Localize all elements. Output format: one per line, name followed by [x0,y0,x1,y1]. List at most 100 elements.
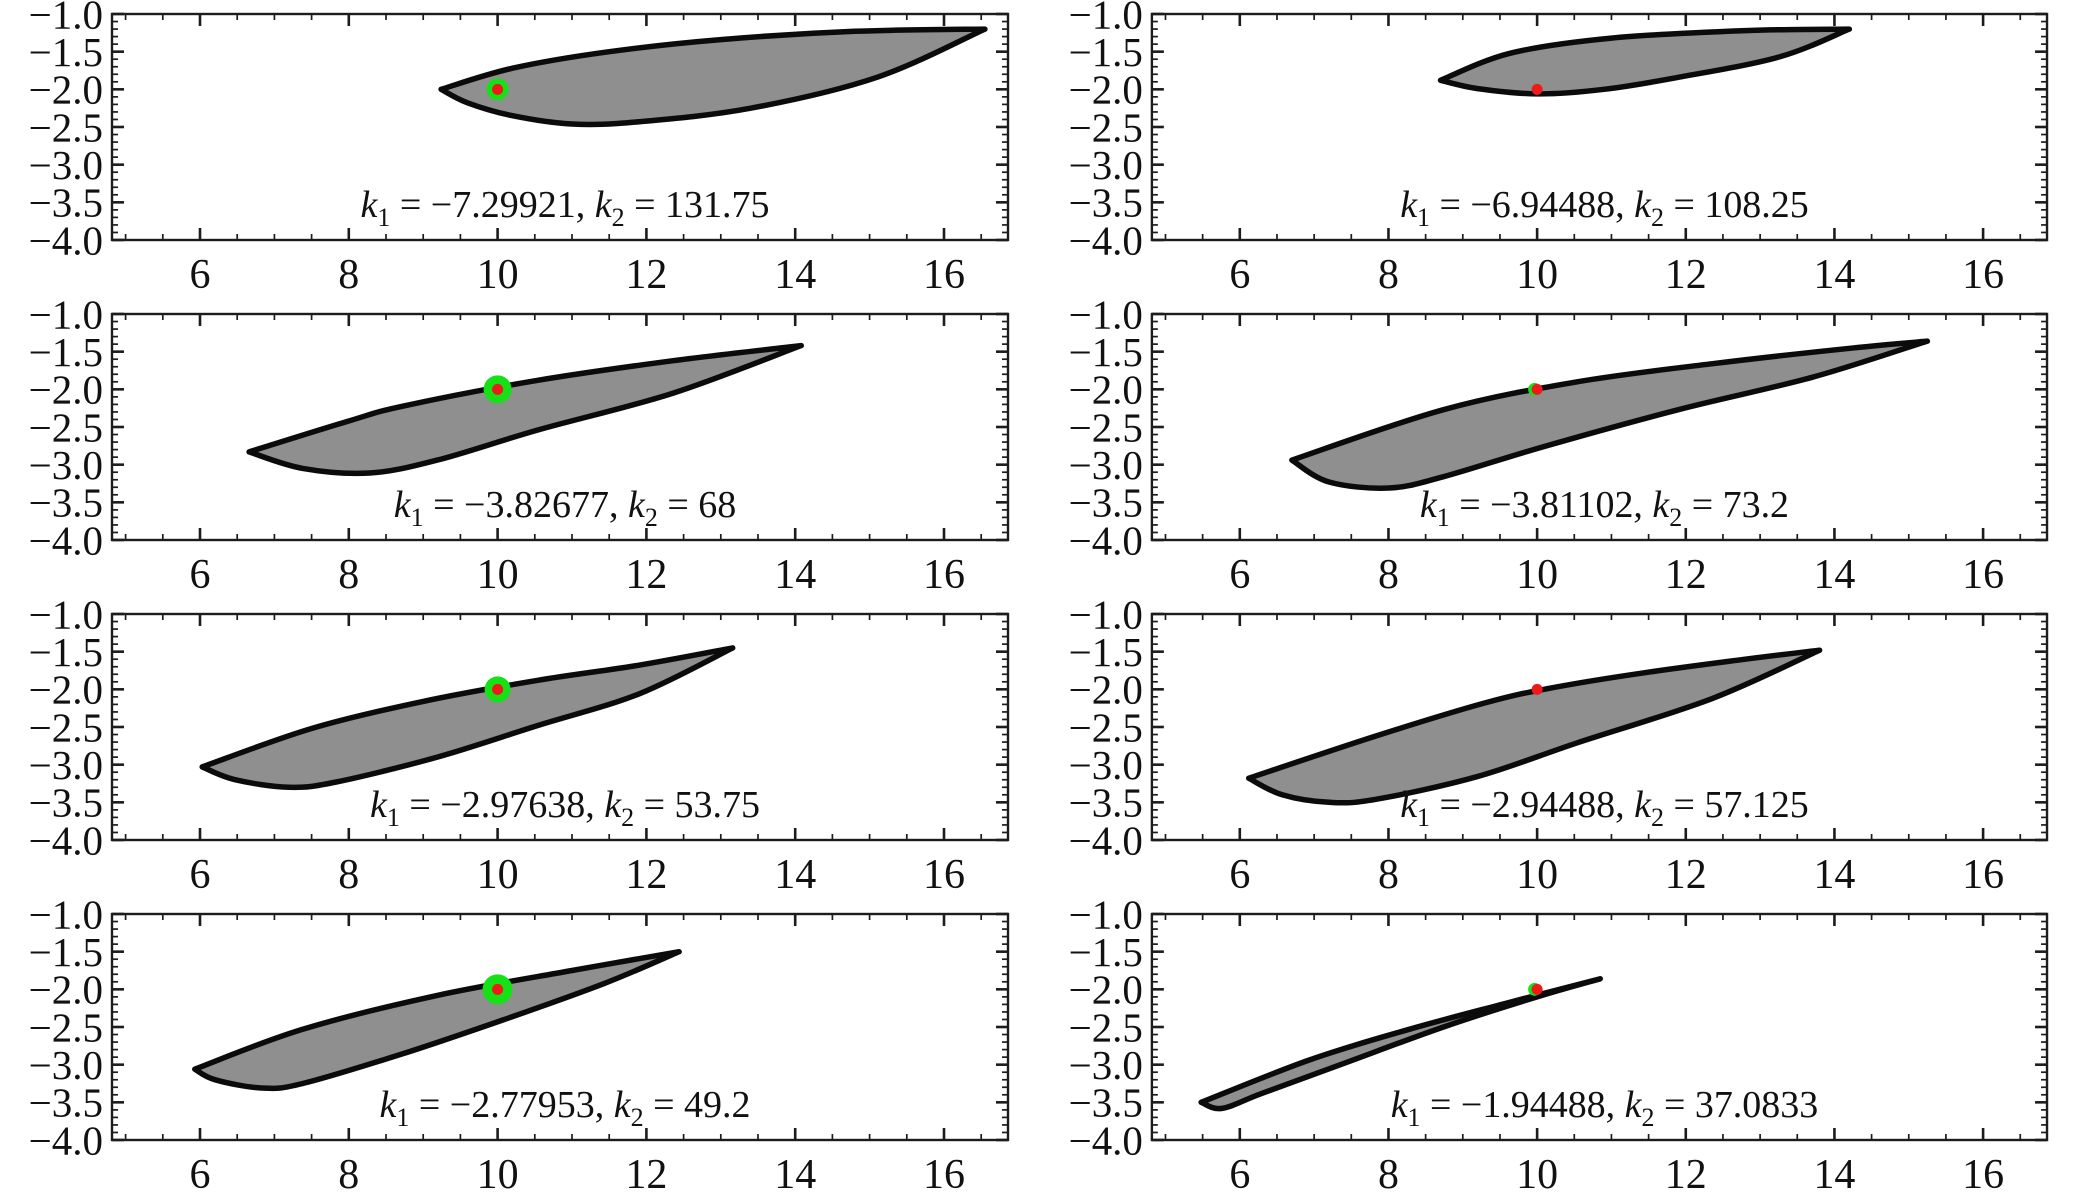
x-tick-label: 14 [774,852,816,898]
panel-5-svg: 6 8 10 12 14 16−1.0−1.5−2.0−2.5−3.0−3.5−4.0k1… [29,591,1010,898]
x-tick-label: 6 [1229,1152,1250,1198]
panel-8: 6 8 10 12 14 16 −1.0 −1.5 −2.0 −2.5 −3.0 −3.5 −4.0 k1… [1040,891,2079,1202]
x-tick-label: 12 [1665,252,1707,298]
y-tick-label: −2.0 [29,667,103,713]
k-symbol: k [1634,184,1652,226]
k-symbol: k [595,184,613,226]
x-tick-label: 6 [190,852,211,898]
k-symbol: k [370,784,388,826]
x-tick-label: 10 [1516,552,1558,598]
y-tick-label: −1.5 [29,629,103,675]
airfoil-region [1437,26,1853,97]
airfoil-region [1289,338,1931,491]
marker-red-dot [1531,683,1543,695]
k-symbol: k [1652,484,1670,526]
k-value-text: = 68 [658,484,736,526]
k-symbol: k [1625,1084,1643,1126]
k-value-text: = −6.94488, [1430,184,1634,226]
y-tick-label: −3.0 [1069,142,1143,188]
k-subscript: 2 [621,803,634,832]
panel-4: 6 8 10 12 14 16 −1.0 −1.5 −2.0 −2.5 −3.0 −3.5 −4.0 k1… [1040,291,2079,600]
x-tick-label: 16 [1962,1152,2004,1198]
x-tick-label: 10 [477,852,519,898]
y-tick-label: −1.0 [1069,591,1143,637]
k-parameters-label: k1 = −3.82677, k2 = 68 [394,484,737,532]
k-value-text: = 57.125 [1664,784,1809,826]
x-tick-label: 12 [1665,552,1707,598]
k-symbol: k [379,1084,397,1126]
k-value-text: = −2.94488, [1430,784,1634,826]
x-tick-label: 8 [338,252,359,298]
k-value-text: = 108.25 [1664,184,1809,226]
k-subscript: 2 [631,1103,644,1132]
panel-3-svg: 6 8 10 12 14 16−1.0−1.5−2.0−2.5−3.0−3.5−4.0k1… [29,291,1010,598]
y-tick-label: −1.0 [1069,0,1143,37]
airfoil-region [438,26,988,128]
airfoil-region [1198,976,1604,1112]
x-tick-label: 14 [774,252,816,298]
k-subscript: 1 [1417,203,1430,232]
k-parameters-label: k1 = −3.81102, k2 = 73.2 [1420,484,1789,532]
k-subscript: 2 [1651,803,1664,832]
panel-7: 6 8 10 12 14 16 −1.0 −1.5 −2.0 −2.5 −3.0 −3.5 −4.0 k1… [0,891,1040,1202]
y-tick-label: −1.0 [1069,291,1143,337]
panel-5: 6 8 10 12 14 16 −1.0 −1.5 −2.0 −2.5 −3.0 −3.5 −4.0 k1… [0,591,1040,900]
airfoil-region [199,645,736,791]
y-tick-label: −1.5 [29,29,103,75]
k-subscript: 1 [411,503,424,532]
y-tick-label: −1.5 [1069,329,1143,375]
k-value-text: = −2.97638, [400,784,604,826]
k-subscript: 1 [1417,803,1430,832]
y-tick-label: −2.0 [29,967,103,1013]
k-symbol: k [1391,1084,1409,1126]
marker-red-dot [492,83,504,95]
k-parameters-label: k1 = −2.94488, k2 = 57.125 [1400,784,1809,832]
x-tick-label: 10 [477,1152,519,1198]
k-symbol: k [1400,784,1418,826]
k-subscript: 1 [1408,1103,1421,1132]
y-tick-label: −2.5 [1069,704,1143,750]
y-tick-label: −1.0 [29,0,103,37]
y-tick-label: −3.0 [29,1042,103,1088]
x-tick-label: 16 [1962,252,2004,298]
marker-red-dot [492,683,504,695]
y-tick-label: −3.0 [1069,1042,1143,1088]
k-subscript: 2 [1651,203,1664,232]
x-tick-label: 14 [774,1152,816,1198]
panel-8-svg: 6 8 10 12 14 16−1.0−1.5−2.0−2.5−3.0−3.5−4.0k1… [1069,891,2049,1198]
y-tick-label: −4.0 [29,817,103,863]
k-parameters-label: k1 = −2.77953, k2 = 49.2 [379,1084,750,1132]
x-tick-label: 8 [1378,552,1399,598]
k-subscript: 1 [387,803,400,832]
marker-red-dot [492,983,504,995]
airfoil-region [1245,647,1823,806]
x-tick-label: 8 [1378,852,1399,898]
k-symbol: k [394,484,412,526]
x-tick-label: 6 [1229,552,1250,598]
y-tick-label: −2.5 [29,404,103,450]
k-parameters-label: k1 = −2.97638, k2 = 53.75 [370,784,760,832]
y-tick-label: −3.5 [29,180,103,226]
x-tick-label: 12 [625,252,667,298]
x-tick-label: 10 [1516,1152,1558,1198]
airfoil-region [192,948,682,1092]
x-tick-label: 10 [477,552,519,598]
panel-2-svg: 6 8 10 12 14 16−1.0−1.5−2.0−2.5−3.0−3.5−4.0k1… [1069,0,2049,298]
k-parameters-label: k1 = −6.94488, k2 = 108.25 [1400,184,1809,232]
panel-1: 6 8 10 12 14 16 −1.0 −1.5 −2.0 −2.5 −3.0 −3.5 −4.0 k1… [0,0,1040,300]
y-tick-label: −1.5 [1069,29,1143,75]
marker-red-dot [1531,383,1543,395]
panel-6-svg: 6 8 10 12 14 16−1.0−1.5−2.0−2.5−3.0−3.5−4.0k1… [1069,591,2049,898]
y-tick-label: −1.0 [29,591,103,637]
x-tick-label: 16 [923,552,965,598]
k-value-text: = −3.82677, [424,484,628,526]
y-tick-label: −3.0 [29,742,103,788]
x-tick-label: 8 [338,552,359,598]
y-tick-label: −4.0 [29,1117,103,1163]
x-tick-label: 12 [1665,1152,1707,1198]
y-tick-label: −2.5 [1069,1004,1143,1050]
k-subscript: 1 [396,1103,409,1132]
y-tick-label: −4.0 [29,217,103,263]
y-tick-label: −2.0 [29,367,103,413]
y-tick-label: −3.0 [1069,442,1143,488]
